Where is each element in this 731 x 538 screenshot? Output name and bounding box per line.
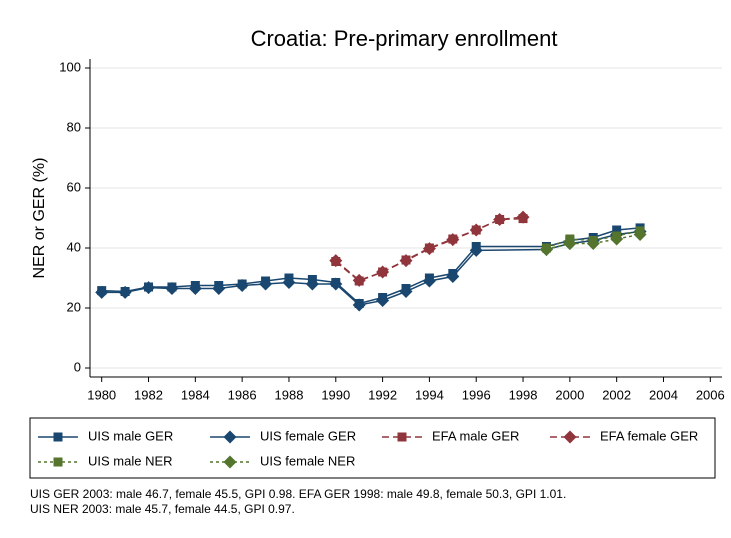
marker bbox=[329, 277, 343, 291]
marker bbox=[446, 233, 460, 247]
x-tick-label: 1980 bbox=[87, 387, 116, 402]
x-tick-label: 1988 bbox=[275, 387, 304, 402]
marker bbox=[563, 237, 577, 250]
marker bbox=[376, 294, 390, 307]
marker bbox=[95, 285, 109, 299]
y-tick-label: 100 bbox=[59, 59, 81, 74]
y-tick-label: 0 bbox=[74, 359, 81, 374]
marker bbox=[235, 279, 249, 292]
legend-marker bbox=[223, 430, 237, 444]
legend-label: EFA male GER bbox=[432, 428, 519, 443]
x-tick-label: 2006 bbox=[696, 387, 725, 402]
legend-label: UIS female GER bbox=[260, 428, 356, 443]
x-tick-label: 1986 bbox=[228, 387, 257, 402]
x-tick-label: 1992 bbox=[368, 387, 397, 402]
y-tick-label: 40 bbox=[67, 239, 81, 254]
y-axis-label: NER or GER (%) bbox=[31, 158, 48, 279]
marker bbox=[516, 210, 530, 224]
marker bbox=[282, 276, 296, 289]
marker bbox=[118, 285, 132, 299]
x-tick-label: 2000 bbox=[555, 387, 584, 402]
marker bbox=[469, 223, 483, 237]
marker bbox=[212, 282, 226, 295]
legend-label: EFA female GER bbox=[600, 428, 698, 443]
x-tick-label: 1982 bbox=[134, 387, 163, 402]
x-tick-label: 1994 bbox=[415, 387, 444, 402]
series-line bbox=[546, 233, 641, 251]
marker bbox=[422, 242, 436, 256]
x-tick-label: 2004 bbox=[649, 387, 678, 402]
legend-box bbox=[29, 417, 716, 479]
marker bbox=[633, 228, 647, 241]
marker bbox=[305, 277, 319, 291]
marker bbox=[586, 237, 600, 250]
x-tick-label: 1996 bbox=[462, 387, 491, 402]
marker bbox=[469, 243, 483, 257]
legend-label: UIS female NER bbox=[260, 453, 355, 468]
y-tick-label: 80 bbox=[67, 119, 81, 134]
legend-marker bbox=[223, 455, 237, 469]
marker bbox=[422, 274, 436, 288]
x-tick-label: 1998 bbox=[509, 387, 538, 402]
marker bbox=[142, 281, 156, 295]
legend-label: UIS male NER bbox=[88, 453, 173, 468]
marker bbox=[329, 254, 343, 268]
marker bbox=[352, 298, 366, 312]
legend-marker bbox=[53, 432, 63, 442]
legend-label: UIS male GER bbox=[88, 428, 173, 443]
legend-marker bbox=[563, 430, 577, 444]
y-tick-label: 60 bbox=[67, 179, 81, 194]
x-tick-label: 1984 bbox=[181, 387, 210, 402]
marker bbox=[610, 232, 624, 246]
marker bbox=[493, 213, 507, 226]
x-tick-label: 1990 bbox=[321, 387, 350, 402]
marker bbox=[539, 243, 553, 256]
marker bbox=[399, 254, 413, 268]
marker bbox=[259, 277, 273, 291]
note: UIS NER 2003: male 45.7, female 44.5, GP… bbox=[30, 502, 295, 516]
legend-marker bbox=[53, 457, 63, 467]
marker bbox=[188, 282, 202, 295]
marker bbox=[399, 285, 413, 298]
marker bbox=[352, 273, 366, 287]
marker bbox=[446, 270, 460, 283]
marker bbox=[165, 282, 179, 295]
series-line bbox=[335, 216, 524, 282]
marker bbox=[376, 265, 390, 279]
note: UIS GER 2003: male 46.7, female 45.5, GP… bbox=[30, 487, 566, 501]
chart-title: Croatia: Pre-primary enrollment bbox=[251, 26, 558, 51]
y-tick-label: 20 bbox=[67, 299, 81, 314]
x-tick-label: 2002 bbox=[602, 387, 631, 402]
legend-marker bbox=[397, 432, 407, 442]
